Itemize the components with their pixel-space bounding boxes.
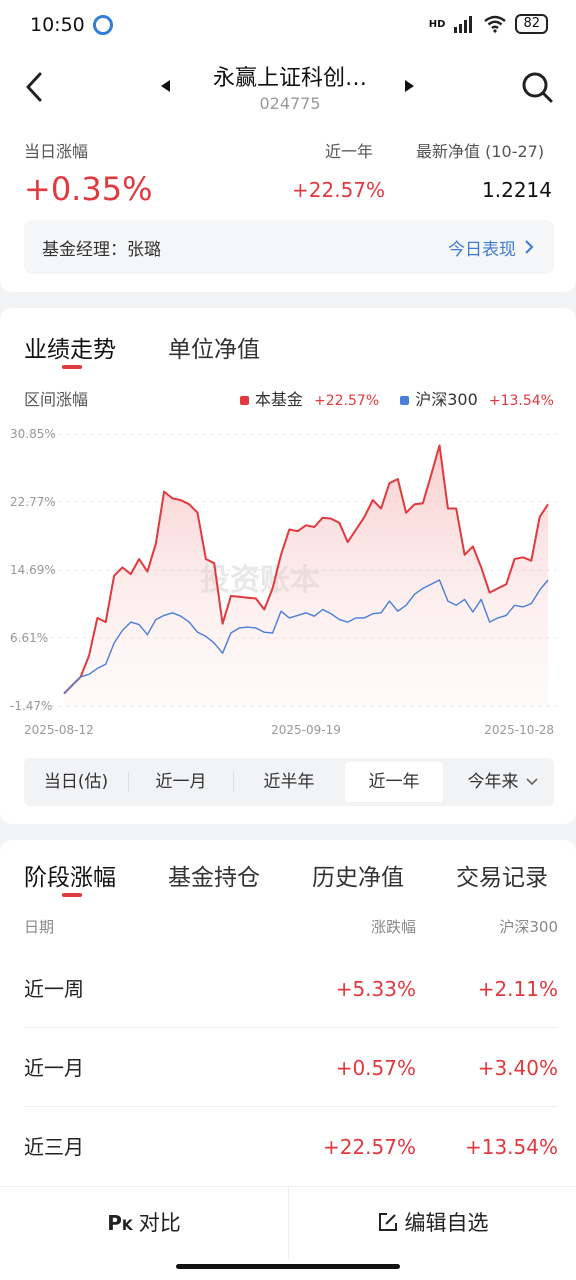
y-tick-label: -1.47% <box>10 699 52 713</box>
search-icon[interactable] <box>520 70 554 104</box>
chart-legend: 本基金 +22.57% 沪深300 +13.54% <box>239 386 554 410</box>
header-index: 沪深300 <box>499 918 558 936</box>
back-arrow-icon[interactable] <box>20 70 50 104</box>
one-year-label: 近一年 <box>325 142 374 161</box>
tab-transactions[interactable]: 交易记录 <box>456 865 548 891</box>
row-fund-change: +5.33% <box>335 977 416 1001</box>
prev-fund-icon[interactable] <box>161 80 170 92</box>
pk-icon: PK <box>107 1211 133 1235</box>
battery-icon: 82 <box>515 14 548 34</box>
legend-index-swatch <box>400 396 410 405</box>
home-indicator <box>176 1264 400 1269</box>
legend-index-value: +13.54% <box>488 393 554 409</box>
tab-active-indicator <box>62 365 82 369</box>
performance-chart[interactable]: 投资账本 30.85%22.77%14.69%6.61%-1.47% 2025-… <box>0 418 576 748</box>
range-divider <box>233 772 234 792</box>
x-tick-label: 2025-08-12 <box>24 723 94 737</box>
range-today-button[interactable]: 当日(估) <box>43 772 109 792</box>
signal-icon <box>454 16 473 33</box>
tab-history-nav[interactable]: 历史净值 <box>312 865 404 891</box>
manager-row[interactable]: 基金经理：张璐 今日表现 <box>24 220 554 274</box>
app-notification-icon <box>93 15 113 35</box>
fund-title: 永赢上证科创… <box>212 66 367 91</box>
status-bar: 10:50 HD 82 <box>0 0 576 52</box>
row-fund-change: +22.57% <box>322 1135 416 1159</box>
table-row[interactable]: 近一周 +5.33% +2.11% <box>24 950 558 1028</box>
chevron-down-icon <box>526 778 538 786</box>
range-change-label: 区间涨幅 <box>24 390 89 409</box>
edit-watchlist-label: 编辑自选 <box>404 1211 489 1235</box>
header-change: 涨跌幅 <box>370 918 416 936</box>
compare-label: 对比 <box>138 1211 181 1235</box>
row-period: 近一月 <box>24 1056 84 1080</box>
x-tick-label: 2025-09-19 <box>271 723 341 737</box>
range-6m-button[interactable]: 近半年 <box>263 772 315 792</box>
tab-active-indicator <box>62 893 82 897</box>
legend-fund-value: +22.57% <box>314 393 380 409</box>
row-index-change: +2.11% <box>477 977 558 1001</box>
header-date: 日期 <box>24 918 55 936</box>
fund-series-line <box>63 444 549 695</box>
legend-index-label: 沪深300 <box>415 390 478 409</box>
row-period: 近一周 <box>24 977 84 1001</box>
range-selector: 当日(估) 近一月 近半年 近一年 今年来 <box>24 758 554 806</box>
row-index-change: +3.40% <box>477 1056 558 1080</box>
legend-fund-label: 本基金 <box>254 390 303 409</box>
y-tick-label: 6.61% <box>10 631 48 645</box>
compare-button[interactable]: PK 对比 <box>0 1187 288 1259</box>
fund-area <box>64 445 548 706</box>
status-indicators: HD 82 <box>429 14 548 34</box>
y-tick-label: 22.77% <box>10 495 56 509</box>
next-fund-icon[interactable] <box>405 80 414 92</box>
tab-performance[interactable]: 业绩走势 <box>24 337 116 363</box>
tab-holdings[interactable]: 基金持仓 <box>168 865 260 891</box>
table-row[interactable]: 近三月 +22.57% +13.54% <box>24 1108 558 1186</box>
row-fund-change: +0.57% <box>335 1056 416 1080</box>
daily-change-value: +0.35% <box>24 170 153 208</box>
y-tick-label: 14.69% <box>10 563 56 577</box>
tab-stage-returns[interactable]: 阶段涨幅 <box>24 865 116 891</box>
chart-card: 业绩走势 单位净值 区间涨幅 本基金 +22.57% 沪深300 +13.54%… <box>0 308 576 824</box>
tab-unit-nav[interactable]: 单位净值 <box>168 337 260 363</box>
y-tick-label: 30.85% <box>10 427 56 441</box>
wifi-icon <box>484 15 507 33</box>
nav-value: 1.2214 <box>482 178 552 202</box>
nav-label: 最新净值 (10-27) <box>416 142 545 161</box>
row-index-change: +13.54% <box>464 1135 558 1159</box>
range-1y-button[interactable]: 近一年 <box>345 762 443 802</box>
chevron-right-icon <box>525 240 534 254</box>
daily-change-label: 当日涨幅 <box>24 142 89 161</box>
fund-code: 024775 <box>259 94 321 113</box>
table-row[interactable]: 近一月 +0.57% +3.40% <box>24 1029 558 1107</box>
range-1m-button[interactable]: 近一月 <box>155 772 207 792</box>
network-label: HD <box>428 18 446 30</box>
index-series-line <box>63 579 549 695</box>
fund-header: 永赢上证科创… 024775 当日涨幅 近一年 最新净值 (10-27) +0.… <box>0 52 576 292</box>
manager-label: 基金经理：张璐 <box>42 240 161 260</box>
bottom-divider <box>288 1187 289 1259</box>
x-tick-label: 2025-10-28 <box>484 723 554 737</box>
range-ytd-button[interactable]: 今年来 <box>467 772 519 792</box>
status-time: 10:50 <box>30 14 85 36</box>
legend-fund-swatch <box>239 396 249 405</box>
one-year-value: +22.57% <box>292 178 386 202</box>
range-divider <box>128 772 129 792</box>
row-period: 近三月 <box>24 1135 84 1159</box>
edit-icon <box>378 1213 397 1231</box>
edit-watchlist-button[interactable]: 编辑自选 <box>289 1187 576 1259</box>
today-performance-link[interactable]: 今日表现 <box>448 240 516 260</box>
